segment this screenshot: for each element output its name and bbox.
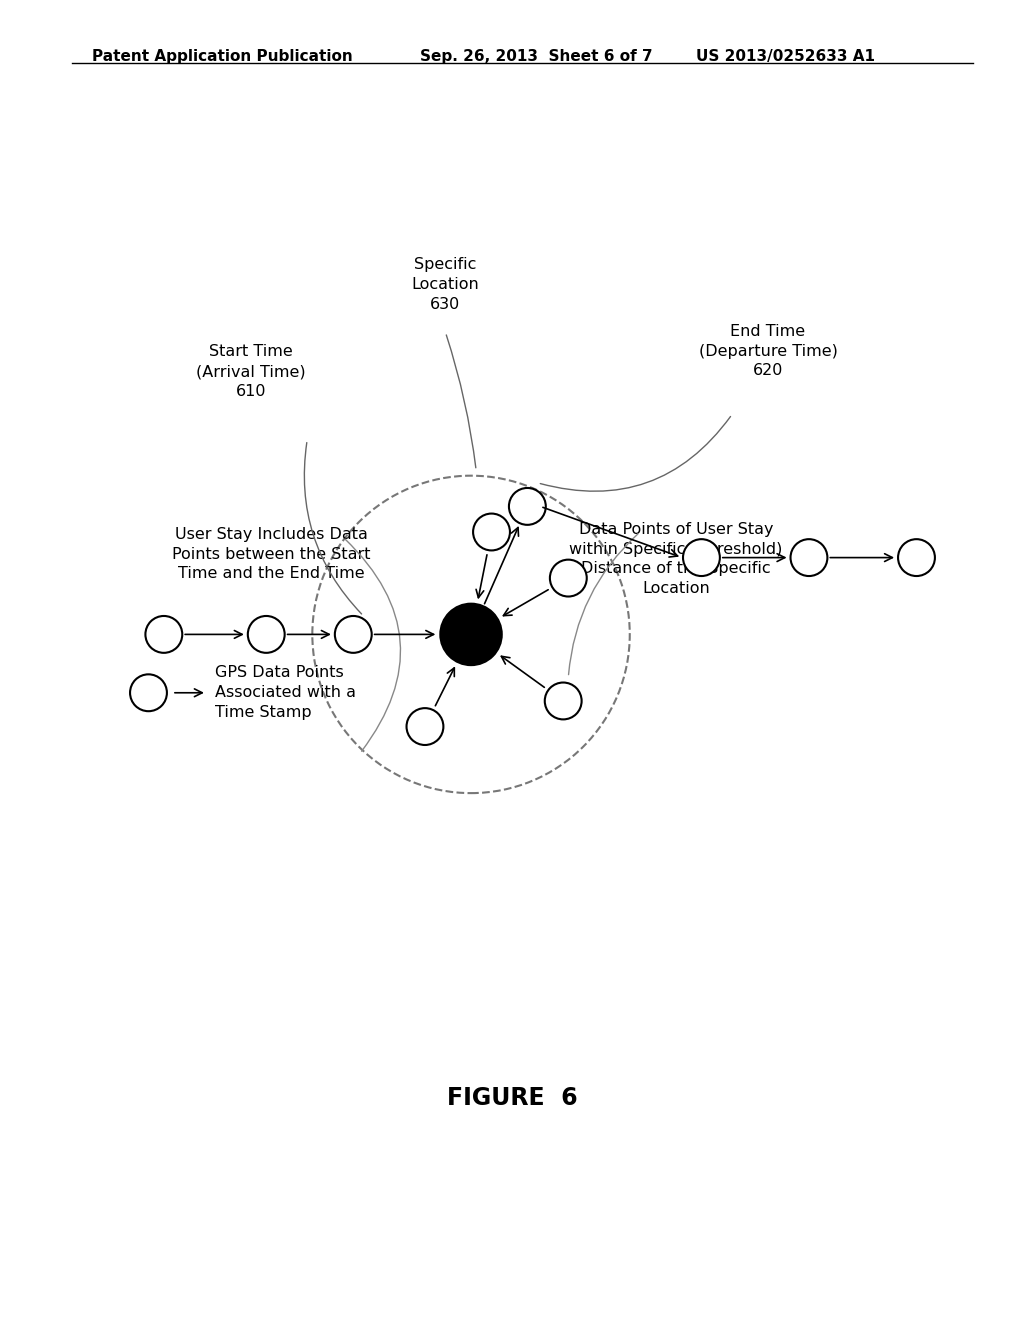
Text: Data Points of User Stay
within Specific (Threshold)
Distance of the Specific
Lo: Data Points of User Stay within Specific…	[569, 521, 782, 597]
Circle shape	[335, 616, 372, 653]
Text: Specific
Location
630: Specific Location 630	[412, 257, 479, 312]
Circle shape	[545, 682, 582, 719]
Circle shape	[130, 675, 167, 711]
Circle shape	[440, 603, 502, 665]
Text: User Stay Includes Data
Points between the Start
Time and the End Time: User Stay Includes Data Points between t…	[172, 527, 371, 582]
Circle shape	[791, 539, 827, 576]
Circle shape	[407, 708, 443, 744]
Circle shape	[550, 560, 587, 597]
Circle shape	[683, 539, 720, 576]
Text: US 2013/0252633 A1: US 2013/0252633 A1	[696, 49, 876, 63]
Text: Patent Application Publication: Patent Application Publication	[92, 49, 353, 63]
Text: FIGURE  6: FIGURE 6	[446, 1086, 578, 1110]
Text: Sep. 26, 2013  Sheet 6 of 7: Sep. 26, 2013 Sheet 6 of 7	[420, 49, 652, 63]
Text: GPS Data Points
Associated with a
Time Stamp: GPS Data Points Associated with a Time S…	[215, 665, 356, 721]
Circle shape	[898, 539, 935, 576]
Circle shape	[145, 616, 182, 653]
Circle shape	[473, 513, 510, 550]
Text: End Time
(Departure Time)
620: End Time (Departure Time) 620	[698, 323, 838, 379]
Text: Start Time
(Arrival Time)
610: Start Time (Arrival Time) 610	[196, 345, 306, 399]
Circle shape	[248, 616, 285, 653]
Circle shape	[509, 488, 546, 525]
